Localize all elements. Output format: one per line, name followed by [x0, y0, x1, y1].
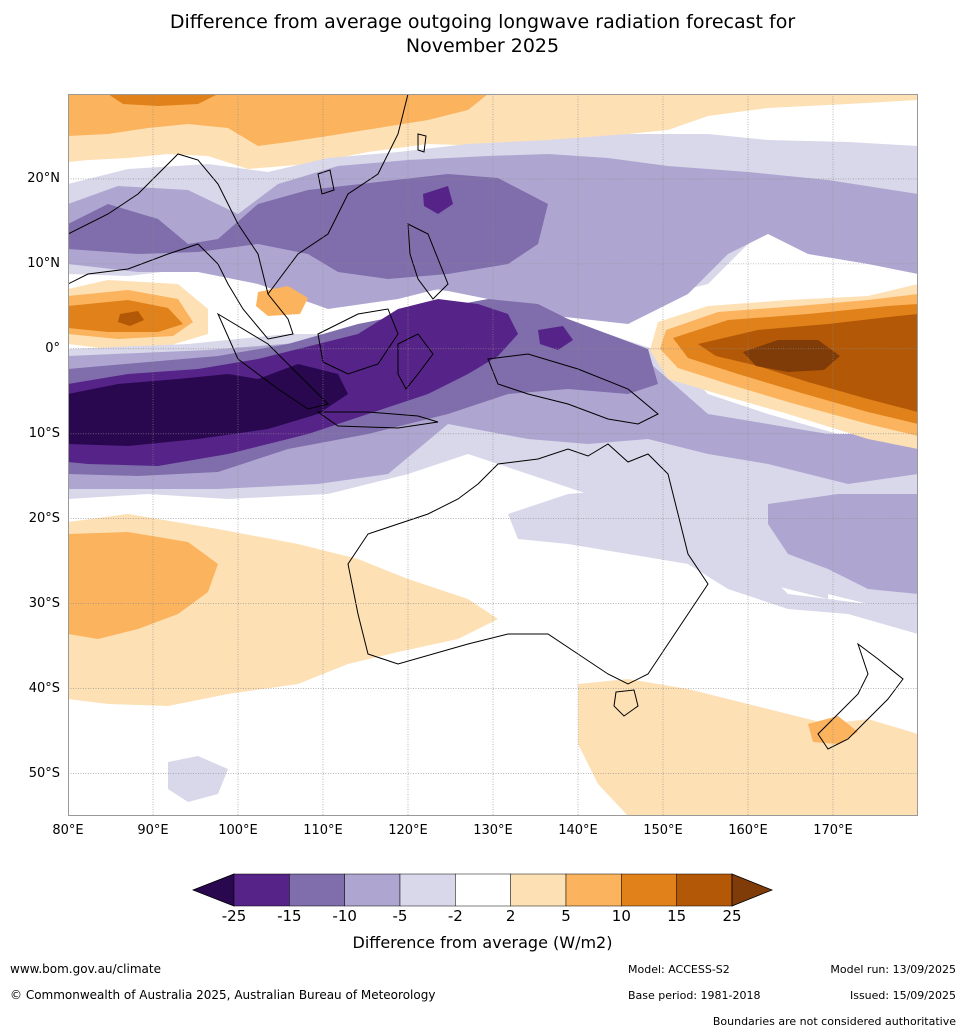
- colorbar: [192, 873, 774, 907]
- colorbar-extend-high: [731, 873, 774, 907]
- colorbar-cell: [676, 873, 733, 907]
- anomaly-map: [68, 94, 918, 816]
- lat-tick-label: 20°N: [27, 170, 60, 186]
- colorbar-label: Difference from average (W/m2): [352, 933, 613, 952]
- footer-model-run: Model run: 13/09/2025: [830, 963, 956, 976]
- lat-tick-label: 10°S: [28, 425, 60, 441]
- lat-tick-label: 0°: [45, 340, 60, 356]
- anomaly-region: [118, 311, 144, 326]
- anomaly-region: [743, 340, 840, 372]
- colorbar-extend-low: [192, 873, 235, 907]
- lon-tick-label: 150°E: [643, 823, 683, 838]
- lon-tick-label: 160°E: [728, 823, 768, 838]
- footer-copyright: © Commonwealth of Australia 2025, Austra…: [10, 988, 436, 1002]
- lon-tick-label: 100°E: [218, 823, 258, 838]
- lat-tick-label: 40°S: [28, 680, 60, 696]
- lat-tick-label: 50°S: [28, 765, 60, 781]
- title-line-1: Difference from average outgoing longwav…: [169, 11, 796, 33]
- colorbar-tick-label: 10: [611, 907, 631, 925]
- anomaly-region: [68, 532, 218, 639]
- anomaly-region: [256, 286, 308, 316]
- colorbar-tick-label: 15: [667, 907, 687, 925]
- footer-base-period: Base period: 1981-2018: [628, 989, 761, 1002]
- colorbar-cell: [233, 873, 290, 907]
- lon-tick-label: 170°E: [813, 823, 853, 838]
- colorbar-tick-label: -10: [332, 907, 357, 925]
- colorbar-tick-label: -5: [392, 907, 408, 925]
- colorbar-cell: [510, 873, 567, 907]
- footer-website: www.bom.gov.au/climate: [10, 962, 161, 976]
- lon-tick-label: 80°E: [52, 823, 84, 838]
- lon-tick-label: 120°E: [388, 823, 428, 838]
- lat-tick-label: 20°S: [28, 510, 60, 526]
- colorbar-tick-label: -15: [277, 907, 302, 925]
- colorbar-cell: [289, 873, 345, 907]
- chart-title: Difference from average outgoing longwav…: [0, 10, 965, 58]
- map-area: [68, 94, 918, 816]
- colorbar-tick-label: 25: [722, 907, 742, 925]
- colorbar-cell: [344, 873, 401, 907]
- colorbar-cell: [621, 873, 677, 907]
- lat-tick-label: 10°N: [27, 255, 60, 271]
- anomaly-region: [508, 489, 918, 634]
- footer-disclaimer: Boundaries are not considered authoritat…: [712, 1015, 956, 1028]
- colorbar-tick-label: 2: [505, 907, 516, 925]
- colorbar-tick-label: -2: [447, 907, 463, 925]
- anomaly-region: [68, 364, 348, 446]
- colorbar-cell: [455, 873, 511, 907]
- anomaly-region: [423, 186, 453, 214]
- colorbar-cell: [399, 873, 456, 907]
- anomaly-region: [108, 94, 218, 106]
- gridlines: [68, 94, 918, 816]
- anomaly-region: [68, 94, 488, 146]
- lat-tick-label: 30°S: [28, 595, 60, 611]
- footer-issued: Issued: 15/09/2025: [849, 989, 956, 1002]
- anomaly-region: [168, 756, 228, 802]
- title-line-2: November 2025: [405, 35, 560, 57]
- lon-tick-label: 130°E: [473, 823, 513, 838]
- colorbar-tick-label: 5: [561, 907, 571, 925]
- lon-tick-label: 90°E: [137, 823, 169, 838]
- anomaly-region: [538, 326, 573, 350]
- colorbar-cell: [565, 873, 622, 907]
- footer-model: Model: ACCESS-S2: [628, 963, 730, 976]
- colorbar-tick-label: -25: [221, 907, 247, 925]
- lon-tick-label: 110°E: [303, 823, 343, 838]
- lon-tick-label: 140°E: [558, 823, 598, 838]
- coastlines: [68, 94, 904, 750]
